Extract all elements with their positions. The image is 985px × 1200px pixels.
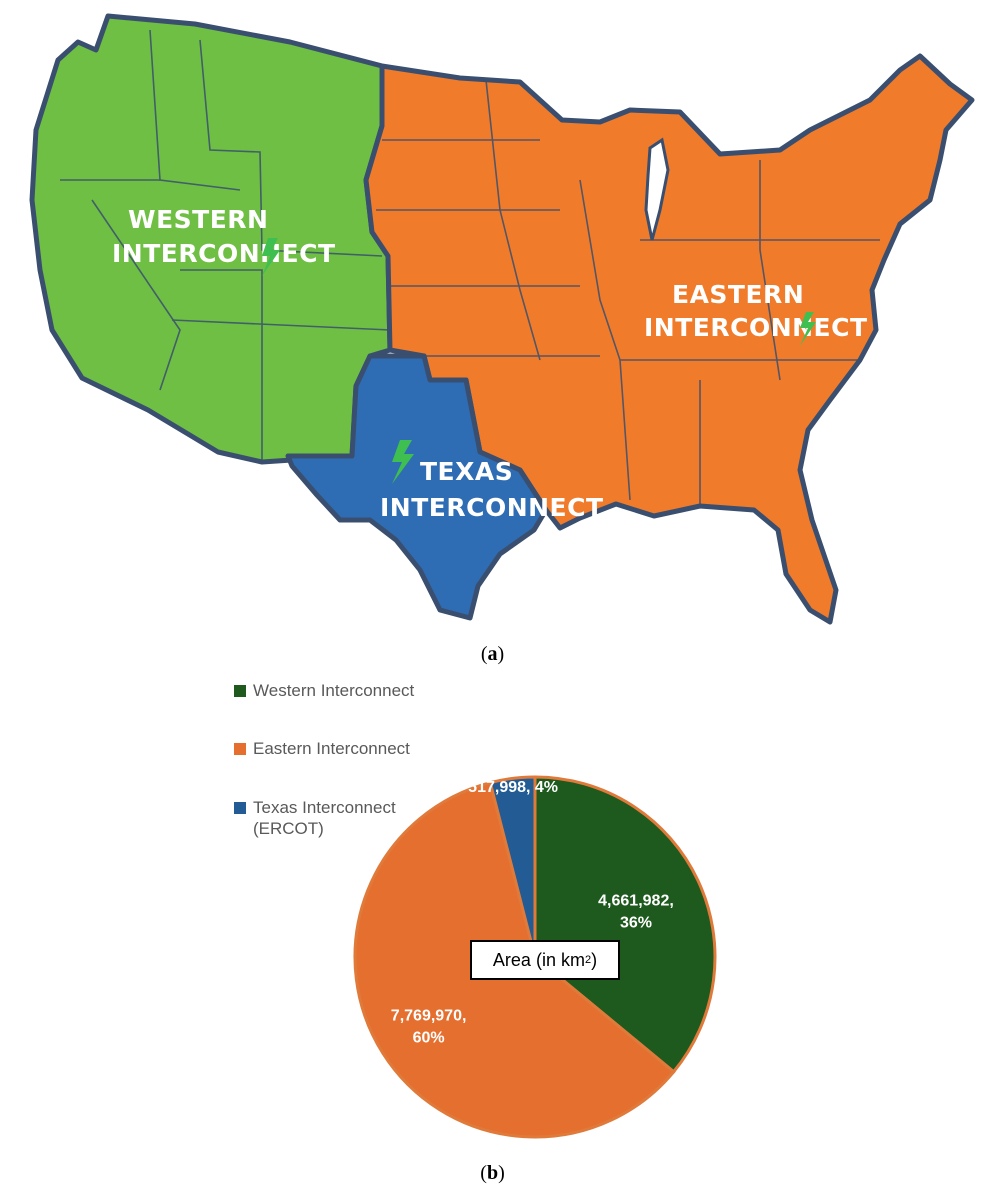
texas-label-line1: TEXAS <box>420 457 513 486</box>
caption-b: (b) <box>480 1162 505 1184</box>
legend-swatch-western <box>234 685 246 697</box>
pie-label-western-line2: 36% <box>620 914 652 931</box>
western-label-line2: INTERCONNECT <box>112 239 336 268</box>
eastern-lightning-bolt-icon <box>800 312 816 346</box>
eastern-label-line1: EASTERN <box>672 280 804 309</box>
great-lakes <box>644 137 670 241</box>
state-borders <box>60 29 880 506</box>
pie-label-texas: 517,998, 4% <box>468 779 558 796</box>
caption-b-letter: b <box>486 1162 499 1184</box>
area-box-suffix: ) <box>591 949 598 970</box>
area-box-prefix: Area (in km <box>492 949 585 970</box>
area-box-sup: 2 <box>584 954 592 966</box>
legend-label-texas-line2: (ERCOT) <box>253 819 324 838</box>
pie-data-labels: 4,661,982, 36% 7,769,970, 60% 517,998, 4% <box>391 779 674 1047</box>
western-lightning-bolt-icon <box>262 238 280 276</box>
pie-label-eastern-line1: 7,769,970, <box>391 1008 467 1025</box>
eastern-label-line2: INTERCONNECT <box>644 313 868 342</box>
caption-a: (a) <box>480 643 505 665</box>
legend-label-eastern: Eastern Interconnect <box>253 739 410 758</box>
western-label-line1: WESTERN <box>128 205 268 234</box>
legend-swatch-eastern <box>234 743 246 755</box>
texas-label-line2: INTERCONNECT <box>380 493 604 522</box>
legend-item-western: Western Interconnect <box>234 680 464 701</box>
legend-item-eastern: Eastern Interconnect <box>234 738 464 759</box>
texas-lightning-bolt-icon <box>392 440 414 484</box>
pie-slice-texas <box>488 775 537 958</box>
caption-a-letter: a <box>487 643 498 665</box>
pie-slice-western <box>533 775 717 1074</box>
us-interconnect-map: WESTERN INTERCONNECT EASTERN INTERCONNEC… <box>29 13 975 625</box>
pie-label-western: 4,661,982, 36% <box>598 892 674 931</box>
legend-item-texas: Texas Interconnect (ERCOT) <box>234 797 464 839</box>
area-unit-box: Area (in km 2) <box>470 940 620 980</box>
pie-label-texas-line1: 517,998, 4% <box>468 779 558 796</box>
legend-label-texas-line1: Texas Interconnect <box>253 798 396 817</box>
pie-label-western-line1: 4,661,982, <box>598 892 674 909</box>
texas-interconnect-region <box>285 353 549 621</box>
pie-label-eastern-line2: 60% <box>413 1030 445 1047</box>
legend-swatch-texas <box>234 802 246 814</box>
legend-label-western: Western Interconnect <box>253 681 415 700</box>
pie-label-eastern: 7,769,970, 60% <box>391 1008 467 1047</box>
